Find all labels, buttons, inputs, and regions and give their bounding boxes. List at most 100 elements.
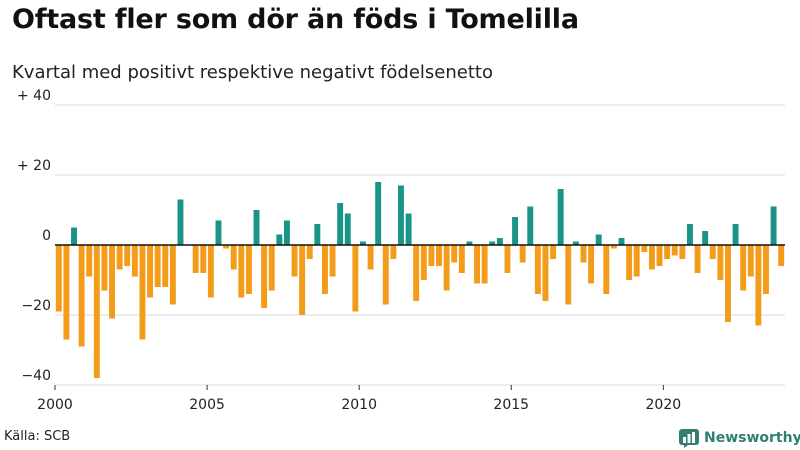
bar	[519, 245, 526, 263]
bar	[572, 241, 579, 245]
x-tick-label: 2010	[341, 397, 377, 413]
y-tick-label: −40	[21, 368, 51, 384]
bar	[474, 245, 480, 284]
bar	[671, 245, 678, 256]
bar	[550, 245, 557, 259]
bar	[466, 241, 473, 245]
bar	[413, 245, 420, 301]
bar	[154, 245, 161, 287]
bar	[253, 210, 260, 245]
bar	[610, 245, 617, 249]
chart-title: Oftast fler som dör än föds i Tomelilla	[12, 4, 579, 35]
bar	[747, 245, 754, 277]
bar	[428, 245, 435, 266]
bar	[694, 245, 701, 273]
bar	[679, 245, 686, 259]
x-tick-label: 2015	[493, 397, 529, 413]
bar	[436, 245, 442, 266]
bar	[344, 213, 351, 245]
bar	[131, 245, 138, 277]
source-note: Källa: SCB	[4, 429, 71, 444]
bar	[124, 245, 131, 266]
bar	[420, 245, 427, 280]
bar	[162, 245, 169, 287]
bar	[230, 245, 237, 270]
bar	[664, 245, 671, 259]
bar	[603, 245, 610, 294]
bar	[481, 245, 488, 284]
bar	[299, 245, 306, 315]
bar	[261, 245, 268, 308]
bar	[283, 220, 290, 245]
bar	[147, 245, 154, 298]
bar	[588, 245, 595, 284]
bar	[367, 245, 374, 270]
bar	[580, 245, 587, 263]
bar	[101, 245, 108, 291]
x-tick-label: 2005	[189, 397, 225, 413]
bar	[71, 227, 77, 245]
bar	[709, 245, 716, 259]
bar	[702, 231, 709, 245]
x-tick-label: 2000	[37, 397, 73, 413]
bar	[276, 234, 283, 245]
bar	[732, 224, 739, 245]
bar	[717, 245, 724, 280]
y-tick-label: + 20	[17, 158, 51, 174]
bar	[641, 245, 648, 252]
bar	[321, 245, 328, 294]
bar	[534, 245, 541, 294]
bar	[618, 238, 625, 245]
bar	[458, 245, 465, 273]
bar	[207, 245, 214, 298]
bar	[725, 245, 731, 322]
bar	[352, 245, 359, 312]
bar	[542, 245, 549, 301]
bar	[755, 245, 762, 326]
bar	[360, 241, 366, 245]
bar	[306, 245, 313, 259]
brand-logo: Newsworthy	[679, 428, 800, 448]
bar	[496, 238, 503, 245]
bar	[527, 206, 534, 245]
bar	[200, 245, 207, 273]
bar	[443, 245, 450, 291]
y-tick-label: + 40	[17, 88, 51, 104]
y-tick-label: −20	[21, 298, 51, 314]
bar	[93, 245, 100, 378]
bar	[314, 224, 321, 245]
bar	[116, 245, 123, 270]
bar	[633, 245, 640, 277]
bar	[78, 245, 85, 347]
bar	[740, 245, 747, 291]
bar	[375, 182, 382, 245]
bar	[778, 245, 785, 266]
y-tick-label: 0	[42, 228, 51, 244]
bar	[215, 220, 222, 245]
bar	[109, 245, 115, 319]
bar	[398, 185, 404, 245]
bar	[268, 245, 275, 291]
bar	[177, 199, 184, 245]
chart-subtitle: Kvartal med positivt respektive negativt…	[12, 62, 493, 83]
bar	[770, 206, 777, 245]
x-axis-ticks: 2000 2005 2010 2015 2020	[37, 385, 681, 413]
bar	[245, 245, 252, 294]
bar	[291, 245, 298, 277]
bar	[565, 245, 572, 305]
bar	[648, 245, 655, 270]
bar	[656, 245, 663, 266]
bar	[504, 245, 511, 273]
bar	[626, 245, 633, 280]
bar	[382, 245, 389, 305]
bar	[489, 241, 496, 245]
bar	[405, 213, 412, 245]
bar	[169, 245, 176, 305]
bar	[390, 245, 397, 259]
bar	[55, 245, 62, 312]
bar	[238, 245, 245, 298]
bar	[557, 189, 564, 245]
bar	[329, 245, 336, 277]
bars	[55, 182, 785, 378]
